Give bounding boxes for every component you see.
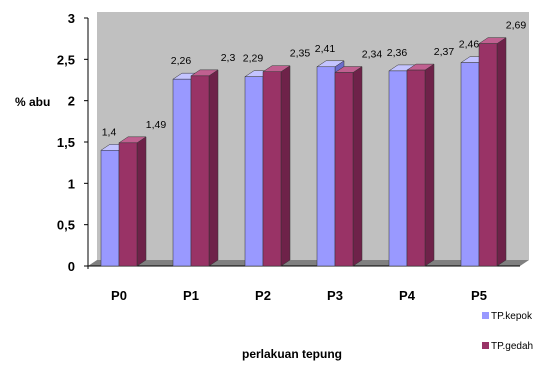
x-category-p1: P1 (183, 288, 199, 303)
bar-gedah-p3 (334, 66, 363, 267)
data-label-gedah-p0: 1,49 (146, 119, 167, 131)
y-tick-label: 3 (68, 11, 75, 26)
legend-box (480, 304, 542, 356)
chart-plot-area (97, 12, 529, 260)
bar-gedah-p4 (406, 63, 435, 267)
y-tick-label: 0,5 (57, 218, 75, 233)
bar-front (388, 70, 408, 267)
data-labels: 1,4 1,49 2,26 2,3 2,29 2,35 2,41 2,34 2,36 2,37 2,… (102, 20, 527, 139)
bar-gedah-p0 (118, 136, 147, 267)
legend-label-gedah: TP.gedah (491, 341, 533, 352)
x-category-p3: P3 (327, 288, 343, 303)
y-tick-label: 0 (68, 259, 75, 274)
y-axis-ticks: 0 0,5 1 1,5 2 2,5 3 (57, 11, 88, 274)
bar-gedah-p5 (478, 37, 507, 267)
bar-front (190, 75, 210, 267)
legend-swatch-gedah (482, 342, 489, 349)
bar-front (244, 76, 264, 267)
bar-front (316, 66, 336, 267)
x-category-p4: P4 (399, 288, 416, 303)
x-category-p5: P5 (471, 288, 487, 303)
bar-front (100, 150, 120, 267)
y-tick-label: 1,5 (57, 135, 75, 150)
x-axis-title: perlakuan tepung (242, 347, 342, 361)
y-tick-label: 2,5 (57, 52, 75, 67)
y-tick-label: 1 (68, 176, 75, 191)
x-axis-categories: P0 P1 P2 P3 P4 P5 (111, 288, 487, 303)
data-label-gedah-p5: 2,69 (506, 20, 527, 32)
data-label-gedah-p2: 2,35 (290, 48, 311, 60)
data-label-kepok-p5: 2,46 (459, 39, 480, 51)
bar-side (424, 63, 435, 267)
bar-side (208, 69, 219, 267)
bar-gedah-p1 (190, 69, 219, 267)
data-label-gedah-p3: 2,34 (362, 49, 383, 61)
bar-front (406, 69, 426, 267)
bar-front (172, 78, 192, 267)
bar-front (262, 71, 282, 267)
data-label-gedah-p1: 2,3 (221, 52, 236, 64)
bar-side (280, 65, 291, 267)
bar-side (496, 37, 507, 267)
data-label-kepok-p1: 2,26 (171, 55, 192, 67)
data-label-kepok-p4: 2,36 (387, 47, 408, 59)
x-category-p0: P0 (111, 288, 127, 303)
legend-swatch-kepok (482, 312, 489, 319)
bar-series (100, 37, 507, 267)
legend: TP.kepok TP.gedah (480, 304, 542, 356)
y-tick-label: 2 (68, 94, 75, 109)
data-label-kepok-p3: 2,41 (315, 43, 336, 55)
bar-gedah-p2 (262, 65, 291, 267)
bar-front (118, 142, 138, 267)
bar-front (478, 43, 498, 267)
data-label-kepok-p0: 1,4 (102, 126, 117, 138)
bar-side (352, 66, 363, 267)
data-label-gedah-p4: 2,37 (434, 46, 455, 58)
data-label-kepok-p2: 2,29 (243, 53, 264, 65)
x-category-p2: P2 (255, 288, 271, 303)
bar-front (460, 62, 480, 267)
legend-label-kepok: TP.kepok (491, 311, 533, 322)
bar-front (334, 72, 354, 267)
y-axis-title: % abu (15, 95, 50, 109)
bar-side (136, 136, 147, 267)
